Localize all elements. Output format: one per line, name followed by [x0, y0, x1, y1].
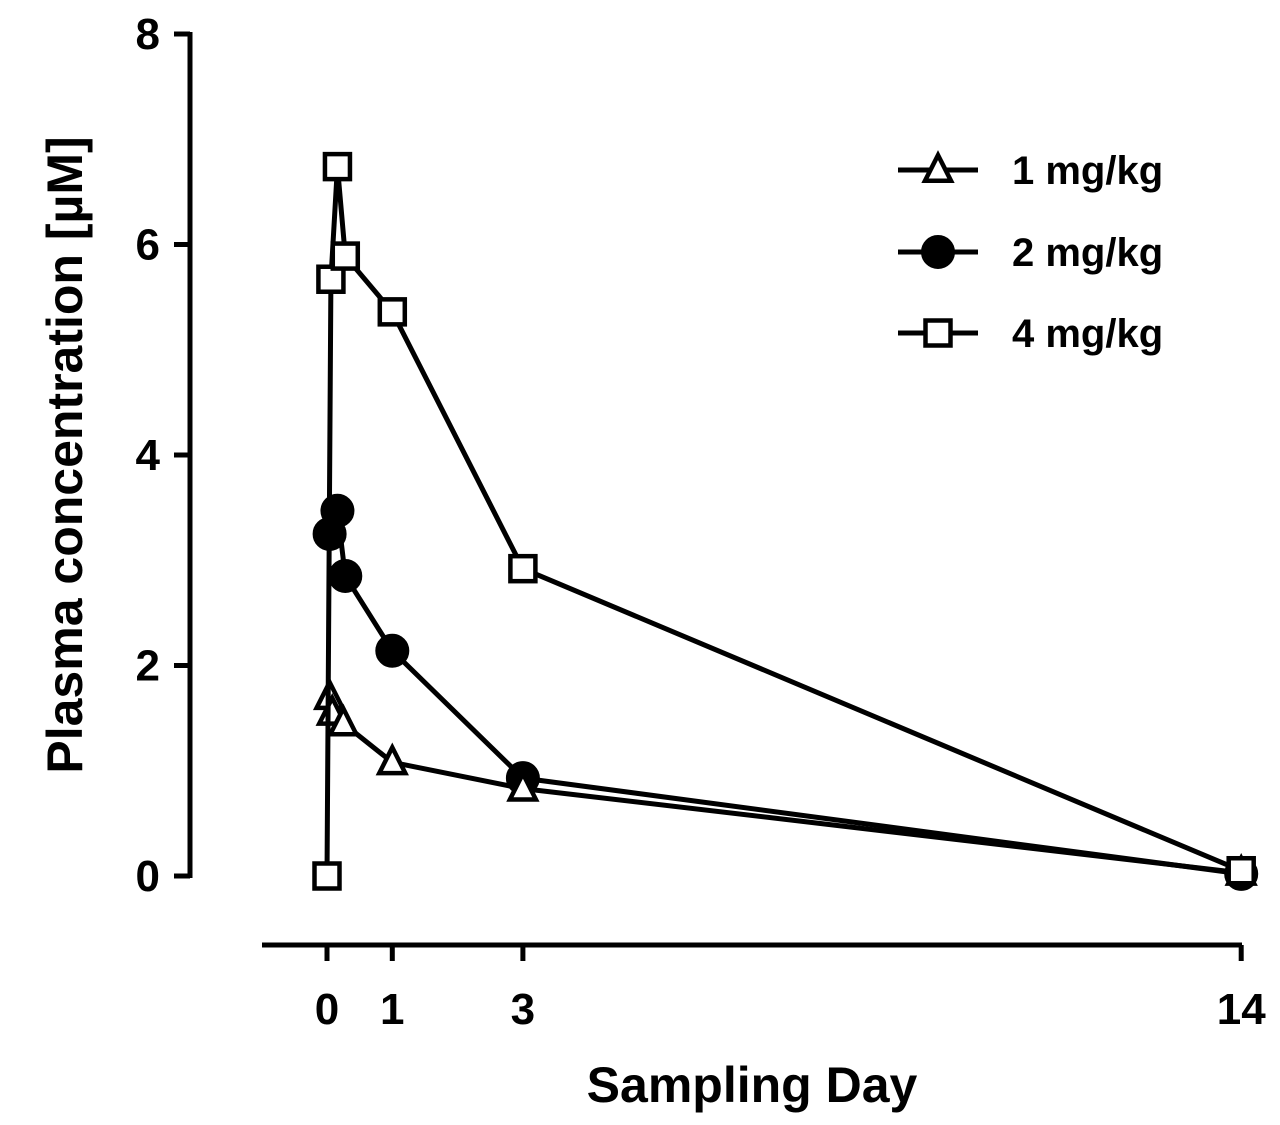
- data-point-4-mg-kg: [377, 297, 408, 327]
- legend-item-4-mg-kg: 4 mg/kg: [898, 312, 1163, 356]
- y-tick-label: 0: [136, 852, 160, 901]
- data-point-4-mg-kg: [330, 241, 361, 271]
- x-tick-label: 1: [380, 985, 404, 1034]
- data-point-4-mg-kg: [322, 151, 353, 182]
- legend: 1 mg/kg 2 mg/kg 4 mg/kg: [898, 149, 1163, 356]
- y-tick-label: 2: [136, 642, 160, 691]
- data-point-4-mg-kg: [1226, 855, 1256, 886]
- data-point-2-mg-kg: [320, 493, 355, 528]
- y-tick-label: 4: [136, 431, 161, 480]
- data-point-1-mg-kg: [506, 768, 540, 802]
- x-ticks: 0 1 3 14: [315, 945, 1266, 1034]
- y-tick-label: 6: [136, 221, 160, 270]
- x-axis-title: Sampling Day: [587, 1057, 918, 1113]
- legend-label-2-mg-kg: 2 mg/kg: [1012, 231, 1163, 275]
- data-point-4-mg-kg: [312, 861, 342, 891]
- y-axis-title: Plasma concentration [µM]: [37, 136, 93, 773]
- legend-marker-1-mg-kg: [921, 150, 955, 184]
- legend-marker-2-mg-kg: [921, 235, 955, 269]
- y-ticks: 0 2 4 6 8: [136, 10, 190, 901]
- y-tick-label: 8: [136, 10, 160, 59]
- legend-label-1-mg-kg: 1 mg/kg: [1012, 149, 1163, 193]
- legend-marker-4-mg-kg: [923, 318, 953, 348]
- data-point-4-mg-kg: [508, 553, 538, 584]
- data-point-1-mg-kg: [326, 703, 360, 737]
- legend-item-1-mg-kg: 1 mg/kg: [898, 149, 1163, 193]
- legend-item-2-mg-kg: 2 mg/kg: [898, 231, 1163, 275]
- series-4-mg-kg: [312, 151, 1256, 891]
- series-2-mg-kg: [312, 493, 1259, 891]
- x-tick-label: 0: [315, 985, 339, 1034]
- data-point-2-mg-kg: [375, 633, 410, 668]
- x-tick-label: 14: [1217, 985, 1266, 1034]
- data-point-2-mg-kg: [328, 559, 363, 594]
- legend-label-4-mg-kg: 4 mg/kg: [1012, 312, 1163, 356]
- data-point-1-mg-kg: [375, 742, 409, 776]
- x-tick-label: 3: [511, 985, 535, 1034]
- series-layer: [312, 151, 1259, 891]
